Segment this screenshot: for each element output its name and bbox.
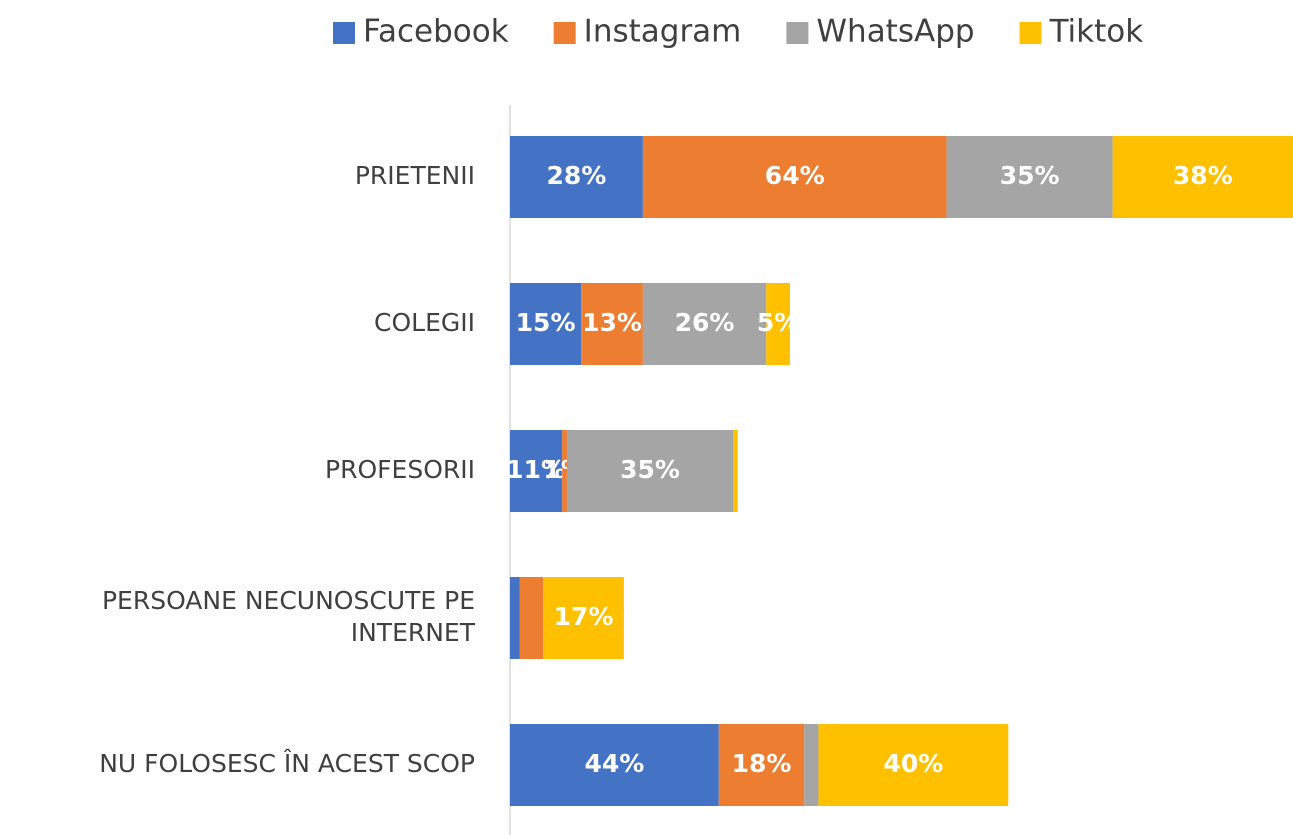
legend-swatch: [786, 22, 809, 44]
bar-segment: [543, 577, 624, 659]
bar-segment: [733, 430, 738, 512]
data-label: 26%: [675, 308, 735, 337]
bar-segment: [510, 577, 520, 659]
y-tick-label: PROFESORII: [325, 455, 475, 484]
legend-swatch: [333, 22, 355, 44]
data-label: 44%: [584, 749, 644, 778]
bar-segment: [642, 136, 947, 218]
bar-segment: [510, 136, 643, 218]
bar-segment: [581, 283, 643, 365]
bar-segment: [519, 577, 544, 659]
bar-segment: [566, 430, 734, 512]
data-label: 18%: [732, 749, 792, 778]
legend: Facebook Instagram WhatsApp Tiktok: [333, 14, 1143, 50]
bar-segment: [946, 136, 1113, 218]
bar-segment: [510, 724, 719, 806]
y-tick-label: NU FOLOSESC ÎN ACEST SCOP: [99, 749, 475, 778]
bar-segment: [718, 724, 805, 806]
data-label: 35%: [620, 455, 680, 484]
legend-label: Instagram: [584, 14, 742, 50]
data-label: 38%: [1173, 161, 1233, 190]
legend-label: Tiktok: [1049, 14, 1144, 50]
data-label: 15%: [516, 308, 576, 337]
data-label: 28%: [547, 161, 607, 190]
bar-segment: [642, 283, 767, 365]
data-label: 5%: [757, 308, 799, 337]
data-label: 13%: [582, 308, 642, 337]
legend-swatch: [553, 22, 576, 44]
bar-segment: [510, 430, 563, 512]
y-tick-label: COLEGII: [374, 308, 475, 337]
bar-segment: [766, 283, 790, 365]
bar-segment: [562, 430, 567, 512]
y-tick-label: PERSOANE NECUNOSCUTE PE INTERNET: [102, 586, 476, 647]
legend-label: WhatsApp: [816, 14, 974, 50]
data-label: 11%: [506, 455, 566, 484]
y-tick-label: PRIETENII: [355, 161, 475, 190]
bar-segment: [804, 724, 819, 806]
legend-label: Facebook: [363, 14, 509, 50]
data-label: 35%: [1000, 161, 1060, 190]
data-label: 64%: [765, 161, 825, 190]
data-label: 17%: [554, 602, 614, 631]
data-label: 40%: [883, 749, 943, 778]
bar-segment: [818, 724, 1009, 806]
bar-segment: [1112, 136, 1293, 218]
legend-swatch: [1019, 22, 1042, 44]
bar-segment: [510, 283, 582, 365]
